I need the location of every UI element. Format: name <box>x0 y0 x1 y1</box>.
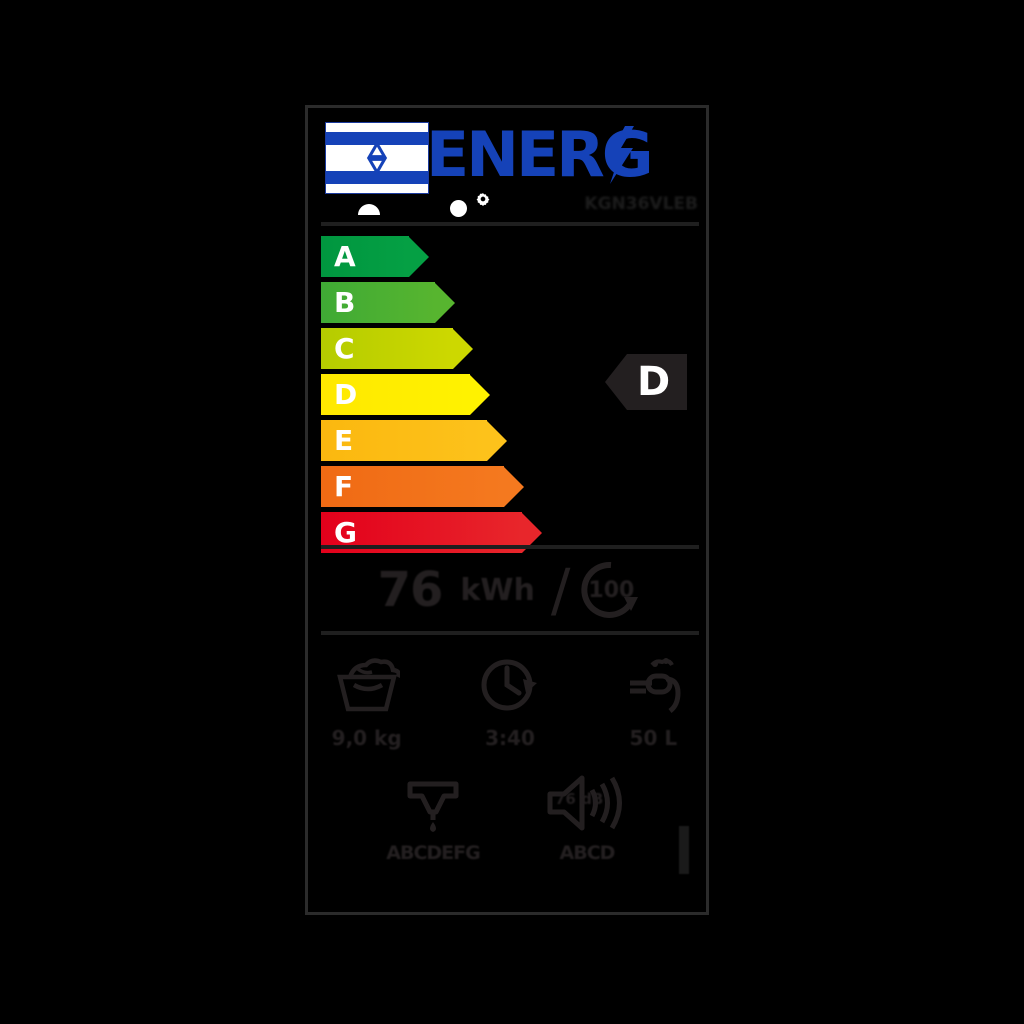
header-micro-icons <box>348 192 678 218</box>
cycle-circle-arrow-icon <box>581 561 639 618</box>
class-letter-a: A <box>334 239 356 273</box>
rated-class-arrow: D <box>605 354 688 410</box>
israel-flag-icon <box>325 122 429 194</box>
scale-row-d: D <box>321 374 571 415</box>
speaker-icon: 76 dB <box>544 768 630 838</box>
class-letter-d: D <box>334 377 358 411</box>
laundry-basket-icon <box>334 650 400 720</box>
class-letter-e: E <box>334 423 354 457</box>
spin-drying-class-scale: ABCDEFG <box>386 842 480 864</box>
flag-stripe-top <box>326 132 428 145</box>
water-tap-icon <box>622 650 684 720</box>
divider-consumption-top <box>321 545 699 549</box>
spec-noise-class: 76 dB ABCD <box>539 768 635 864</box>
noise-class-scale: ABCD <box>559 842 616 864</box>
noise-db-value: 76 dB <box>555 790 604 808</box>
spec-load-capacity: 9,0 kg <box>321 650 412 750</box>
cycles-count: 100 <box>588 577 635 603</box>
model-code: KGN36VLEB <box>584 194 698 214</box>
consumption-separator: / <box>550 555 571 624</box>
energy-label: ENERG KGN36VLEB A <box>305 105 709 915</box>
specs-section: 9,0 kg 3:40 <box>321 638 699 864</box>
divider-header <box>321 222 699 226</box>
energy-consumption-band: 76 kWh / 100 <box>321 552 699 628</box>
cycles-icon: 100 <box>580 559 642 621</box>
lightning-bolt-icon <box>607 126 634 184</box>
spec-water-consumption: 50 L <box>608 650 699 750</box>
energy-class-scale: A B C <box>321 236 571 558</box>
water-consumption-value: 50 L <box>629 726 678 750</box>
arrow-body: D <box>627 354 688 410</box>
specs-row-primary: 9,0 kg 3:40 <box>321 650 699 750</box>
load-capacity-value: 9,0 kg <box>331 726 402 750</box>
flag-stripe-bottom <box>326 171 428 184</box>
scale-row-c: C <box>321 328 571 369</box>
scale-row-e: E <box>321 420 571 461</box>
class-letter-f: F <box>334 469 354 503</box>
spin-dry-icon <box>398 768 468 838</box>
spec-cycle-duration: 3:40 <box>464 650 555 750</box>
clock-icon <box>479 650 541 720</box>
specs-row-secondary: ABCDEFG 76 dB ABCD <box>321 768 699 864</box>
class-letter-g: G <box>334 515 357 549</box>
star-of-david-icon <box>366 141 388 175</box>
scale-row-a: A <box>321 236 571 277</box>
arrow-notch <box>605 354 627 410</box>
class-letter-b: B <box>334 285 356 319</box>
circle-icon <box>450 200 467 217</box>
divider-specs-top <box>321 631 699 635</box>
rated-class-letter: D <box>637 359 671 405</box>
dome-icon <box>358 204 380 215</box>
class-letter-c: C <box>334 331 355 365</box>
label-header: ENERG KGN36VLEB <box>308 108 706 226</box>
spec-spin-drying-class: ABCDEFG <box>385 768 481 864</box>
cycle-duration-value: 3:40 <box>485 726 535 750</box>
consumption-unit: kWh <box>460 572 535 608</box>
regulation-marker <box>679 826 689 874</box>
scale-row-b: B <box>321 282 571 323</box>
consumption-value: 76 <box>377 562 444 618</box>
scale-row-f: F <box>321 466 571 507</box>
gear-icon <box>476 193 490 206</box>
